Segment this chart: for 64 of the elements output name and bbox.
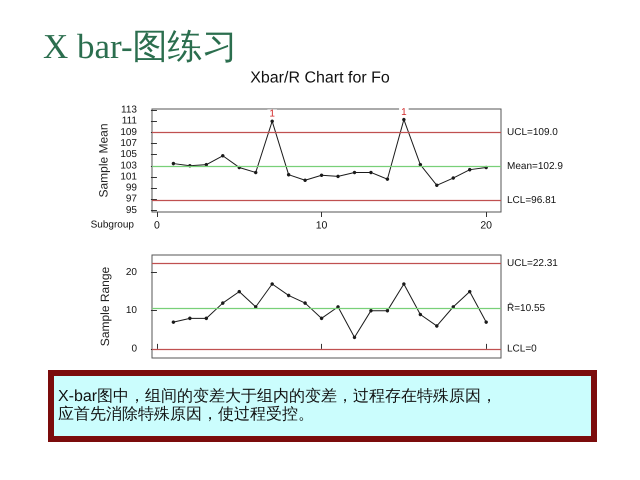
point — [320, 174, 324, 178]
y-tick-label: 20 — [126, 267, 138, 278]
y-tick-label: 95 — [126, 204, 138, 216]
point — [303, 301, 307, 305]
point — [270, 282, 274, 286]
point — [238, 290, 241, 294]
x-tick-label: 0 — [154, 220, 160, 232]
point — [204, 316, 208, 320]
point — [172, 320, 176, 324]
point — [188, 316, 192, 320]
point — [468, 168, 472, 172]
y-tick-label: 97 — [126, 194, 138, 205]
ref-line-label: R̄=10.55 — [507, 302, 546, 314]
point — [352, 336, 356, 340]
point — [221, 154, 225, 158]
ref-line-label: LCL=96.81 — [507, 194, 557, 206]
y-tick-label: 105 — [120, 149, 138, 160]
chart-subtitle: Xbar/R Chart for Fo — [250, 70, 390, 86]
chart-title: X bar-图练习 — [43, 27, 238, 66]
point — [468, 290, 472, 294]
point — [435, 324, 439, 328]
point — [386, 177, 390, 181]
y-tick-label: 103 — [120, 160, 138, 172]
point — [369, 170, 373, 174]
ref-line-label: UCL=22.31 — [507, 258, 558, 270]
point — [435, 184, 439, 188]
text: 应首先消除特殊原因，使过程受控。 — [58, 406, 315, 423]
ref-line-label: LCL=0 — [507, 343, 538, 354]
annotation: 1 — [269, 108, 276, 120]
y-axis-title: Sample Mean — [96, 123, 110, 198]
point — [402, 282, 406, 286]
point — [402, 118, 406, 122]
y-tick-label: 10 — [126, 305, 138, 316]
x-tick-label: 10 — [316, 220, 328, 232]
y-tick-label: 113 — [121, 104, 138, 116]
point — [172, 162, 176, 166]
ref-line-label: UCL=109.0 — [507, 126, 558, 138]
y-tick-label: 0 — [131, 343, 138, 354]
point — [418, 312, 422, 316]
x-axis-title: Subgroup — [90, 220, 134, 230]
point — [204, 162, 208, 166]
y-tick-label: 101 — [120, 171, 138, 182]
annotation: 1 — [401, 107, 408, 118]
x-tick-label: 20 — [480, 220, 492, 232]
y-axis-title: Sample Range — [98, 266, 112, 346]
point — [386, 308, 390, 312]
point — [286, 172, 290, 176]
y-tick-label: 111 — [122, 116, 138, 127]
text: X-bar图中，组间的变差大于组内的变差，过程存在特殊原因， — [58, 388, 498, 406]
y-tick-label: 107 — [120, 138, 138, 150]
point — [336, 174, 340, 178]
ref-line-label: Mean=102.9 — [507, 160, 564, 172]
y-tick-label: 99 — [126, 182, 138, 194]
point — [254, 170, 258, 174]
point — [452, 176, 456, 180]
point — [418, 162, 422, 166]
y-tick-label: 109 — [120, 126, 138, 138]
point — [221, 301, 225, 305]
point — [303, 178, 307, 182]
point — [286, 294, 290, 298]
point — [270, 120, 274, 123]
point — [320, 316, 324, 320]
point — [484, 320, 488, 324]
point — [369, 308, 373, 312]
